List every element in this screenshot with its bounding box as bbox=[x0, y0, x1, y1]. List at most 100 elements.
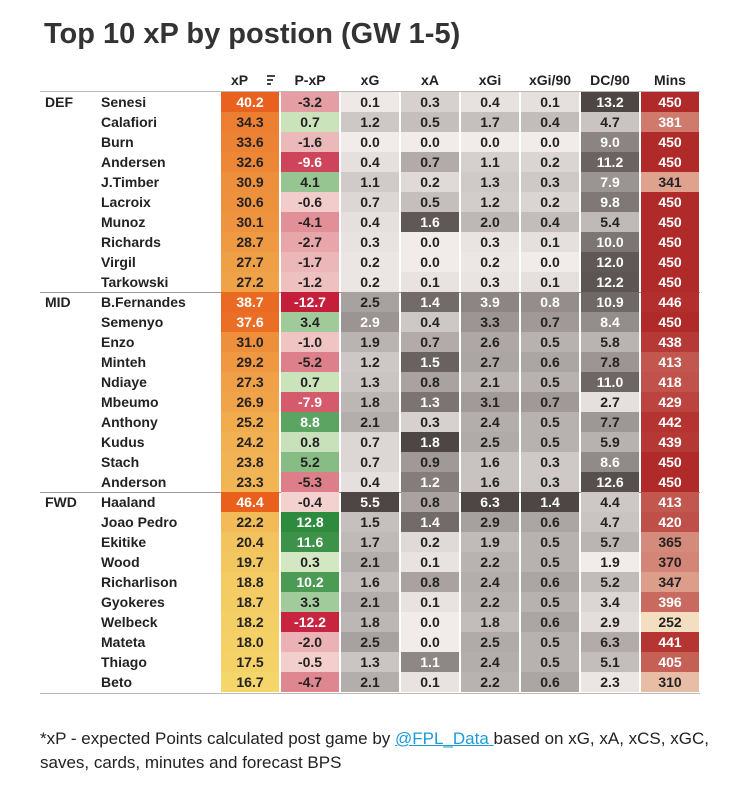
cell-p-xp: -0.6 bbox=[281, 192, 339, 212]
player-name: Senesi bbox=[101, 94, 147, 110]
cell-xp: 30.1 bbox=[221, 212, 279, 232]
cell-xgi-90: 0.6 bbox=[521, 352, 579, 372]
cell-mins: 450 bbox=[641, 232, 699, 252]
cell-mins: 446 bbox=[641, 292, 699, 312]
cell-xa: 0.1 bbox=[401, 552, 459, 572]
cell-p-xp: 8.8 bbox=[281, 412, 339, 432]
table-row: Burn 33.6 -1.6 0.0 0.0 0.0 0.0 9.0 450 bbox=[40, 132, 700, 152]
column-header-xp[interactable]: xP bbox=[231, 72, 249, 88]
position-label: FWD bbox=[45, 494, 77, 510]
cell-xa: 0.5 bbox=[401, 192, 459, 212]
cell-xgi-90: 0.0 bbox=[521, 132, 579, 152]
cell-dc-90: 10.9 bbox=[581, 292, 639, 312]
column-header-xgi-90[interactable]: xGi/90 bbox=[528, 72, 572, 88]
cell-mins: 420 bbox=[641, 512, 699, 532]
cell-dc-90: 9.0 bbox=[581, 132, 639, 152]
cell-mins: 381 bbox=[641, 112, 699, 132]
cell-xgi-90: 0.6 bbox=[521, 512, 579, 532]
cell-xp: 26.9 bbox=[221, 392, 279, 412]
cell-p-xp: 0.3 bbox=[281, 552, 339, 572]
cell-xg: 2.5 bbox=[341, 292, 399, 312]
cell-xg: 1.3 bbox=[341, 372, 399, 392]
cell-xgi-90: 0.5 bbox=[521, 372, 579, 392]
cell-mins: 450 bbox=[641, 312, 699, 332]
cell-xa: 0.8 bbox=[401, 372, 459, 392]
cell-xg: 5.5 bbox=[341, 492, 399, 512]
column-header-xa[interactable]: xA bbox=[421, 72, 439, 88]
table-bottom-divider bbox=[40, 693, 700, 694]
cell-xgi-90: 0.3 bbox=[521, 172, 579, 192]
cell-dc-90: 12.2 bbox=[581, 272, 639, 292]
column-header-dc-90[interactable]: DC/90 bbox=[590, 72, 630, 88]
cell-xp: 40.2 bbox=[221, 92, 279, 112]
player-name: Richards bbox=[101, 234, 161, 250]
cell-xa: 0.0 bbox=[401, 252, 459, 272]
cell-xgi: 1.9 bbox=[461, 532, 519, 552]
cell-xa: 1.8 bbox=[401, 432, 459, 452]
cell-xp: 25.2 bbox=[221, 412, 279, 432]
sort-icon[interactable] bbox=[267, 75, 275, 85]
table-row: Andersen 32.6 -9.6 0.4 0.7 1.1 0.2 11.2 450 bbox=[40, 152, 700, 172]
cell-p-xp: 0.7 bbox=[281, 112, 339, 132]
fpl-data-link[interactable]: @FPL_Data bbox=[395, 729, 494, 748]
cell-xg: 2.5 bbox=[341, 632, 399, 652]
player-name: Anderson bbox=[101, 474, 167, 490]
player-name: Stach bbox=[101, 454, 140, 470]
cell-xgi: 1.7 bbox=[461, 112, 519, 132]
cell-xp: 19.7 bbox=[221, 552, 279, 572]
cell-xp: 16.7 bbox=[221, 672, 279, 692]
cell-dc-90: 4.7 bbox=[581, 512, 639, 532]
table-row: Ndiaye 27.3 0.7 1.3 0.8 2.1 0.5 11.0 418 bbox=[40, 372, 700, 392]
column-header-xgi[interactable]: xGi bbox=[478, 72, 502, 88]
column-header-p-xp[interactable]: P-xP bbox=[294, 72, 326, 88]
cell-p-xp: 0.8 bbox=[281, 432, 339, 452]
cell-xg: 1.7 bbox=[341, 532, 399, 552]
cell-p-xp: 4.1 bbox=[281, 172, 339, 192]
cell-xp: 46.4 bbox=[221, 492, 279, 512]
column-header-mins[interactable]: Mins bbox=[654, 72, 686, 88]
cell-mins: 429 bbox=[641, 392, 699, 412]
cell-xgi: 2.4 bbox=[461, 572, 519, 592]
cell-xg: 1.8 bbox=[341, 612, 399, 632]
cell-xgi: 2.5 bbox=[461, 432, 519, 452]
table-row: MID B.Fernandes 38.7 -12.7 2.5 1.4 3.9 0.8 10.9 4… bbox=[40, 292, 700, 312]
cell-xa: 0.8 bbox=[401, 572, 459, 592]
cell-p-xp: -12.2 bbox=[281, 612, 339, 632]
player-name: Mateta bbox=[101, 634, 146, 650]
cell-xgi-90: 0.1 bbox=[521, 92, 579, 112]
cell-xp: 38.7 bbox=[221, 292, 279, 312]
cell-dc-90: 7.9 bbox=[581, 172, 639, 192]
cell-xgi-90: 0.3 bbox=[521, 472, 579, 492]
cell-p-xp: -2.0 bbox=[281, 632, 339, 652]
cell-xp: 18.2 bbox=[221, 612, 279, 632]
cell-xa: 1.4 bbox=[401, 292, 459, 312]
cell-xa: 0.2 bbox=[401, 532, 459, 552]
player-name: Joao Pedro bbox=[101, 514, 178, 530]
cell-xgi: 1.1 bbox=[461, 152, 519, 172]
cell-dc-90: 4.7 bbox=[581, 112, 639, 132]
cell-mins: 450 bbox=[641, 272, 699, 292]
cell-xgi-90: 0.4 bbox=[521, 112, 579, 132]
stats-table: xP P-xP xG xA xGi xGi/90 DC/90 Mins DEF Senesi 40… bbox=[40, 70, 700, 694]
table-row: Beto 16.7 -4.7 2.1 0.1 2.2 0.6 2.3 310 bbox=[40, 672, 700, 692]
cell-xgi-90: 0.6 bbox=[521, 672, 579, 692]
cell-p-xp: 11.6 bbox=[281, 532, 339, 552]
table-row: Mbeumo 26.9 -7.9 1.8 1.3 3.1 0.7 2.7 429 bbox=[40, 392, 700, 412]
cell-xp: 37.6 bbox=[221, 312, 279, 332]
cell-p-xp: -0.4 bbox=[281, 492, 339, 512]
cell-xa: 0.4 bbox=[401, 312, 459, 332]
cell-xgi: 0.3 bbox=[461, 272, 519, 292]
cell-xa: 0.1 bbox=[401, 272, 459, 292]
cell-xgi: 1.6 bbox=[461, 452, 519, 472]
cell-xp: 27.3 bbox=[221, 372, 279, 392]
cell-p-xp: -1.0 bbox=[281, 332, 339, 352]
cell-xgi-90: 0.5 bbox=[521, 332, 579, 352]
column-header-xg[interactable]: xG bbox=[360, 72, 380, 88]
cell-xgi: 2.9 bbox=[461, 512, 519, 532]
cell-xgi: 2.6 bbox=[461, 332, 519, 352]
cell-dc-90: 10.0 bbox=[581, 232, 639, 252]
player-name: Minteh bbox=[101, 354, 147, 370]
cell-p-xp: 3.3 bbox=[281, 592, 339, 612]
cell-xa: 0.1 bbox=[401, 592, 459, 612]
cell-dc-90: 8.4 bbox=[581, 312, 639, 332]
